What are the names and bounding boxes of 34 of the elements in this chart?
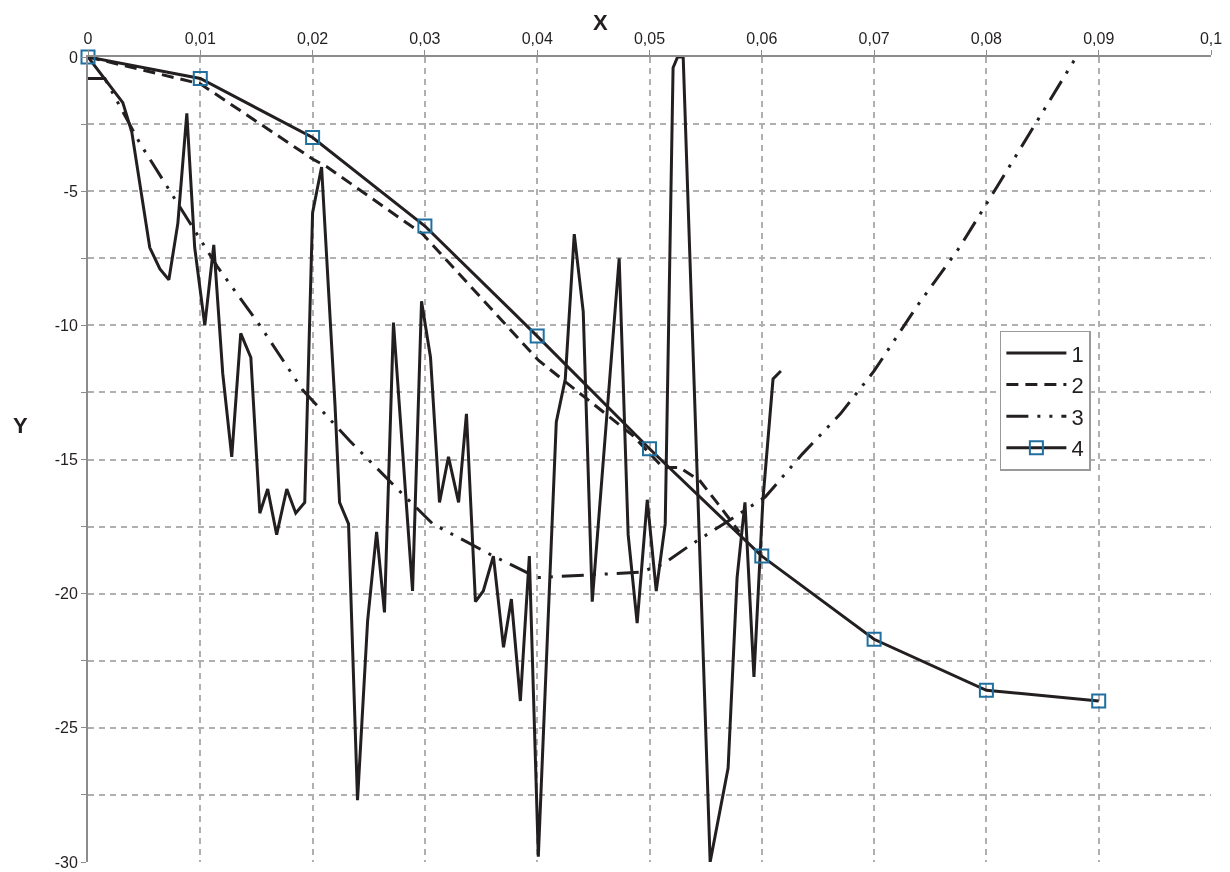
point xyxy=(192,70,208,86)
point xyxy=(978,682,994,698)
y-tick-label: -20 xyxy=(54,585,78,603)
legend-label: 1 xyxy=(1071,341,1084,367)
y-tick-label: -25 xyxy=(54,719,78,737)
point xyxy=(642,441,657,457)
point xyxy=(754,548,770,564)
point xyxy=(80,49,96,65)
x-tick-label: 0,04 xyxy=(521,29,553,47)
x-tick-label: 0,02 xyxy=(297,29,329,47)
x-tick-label: 0,07 xyxy=(858,29,890,47)
point xyxy=(305,130,321,145)
y-axis-title: Y xyxy=(13,413,28,438)
point xyxy=(1091,693,1107,709)
x-tick-label: 0 xyxy=(83,29,93,47)
point xyxy=(529,328,545,344)
y-tick-label: 0 xyxy=(68,48,78,66)
y-tick-label: -15 xyxy=(54,451,78,469)
legend-label: 2 xyxy=(1071,373,1084,399)
y-tick-label: -10 xyxy=(54,316,78,334)
point xyxy=(866,631,882,647)
x-tick-label: 0,03 xyxy=(409,29,441,47)
x-tick-label: 0,06 xyxy=(746,29,778,47)
y-tick-label: -30 xyxy=(54,853,78,871)
x-axis-title: X xyxy=(593,10,608,35)
x-tick-label: 0,09 xyxy=(1083,29,1115,47)
point xyxy=(417,218,433,234)
x-tick-label: 0,01 xyxy=(184,29,216,47)
x-tick-label: 0,05 xyxy=(633,29,666,47)
x-tick-label: 0,08 xyxy=(970,29,1003,47)
x-tick-label: 0,1 xyxy=(1199,29,1223,47)
legend-label: 3 xyxy=(1071,404,1084,430)
legend-label: 4 xyxy=(1071,436,1084,462)
y-tick-label: -5 xyxy=(63,182,78,200)
